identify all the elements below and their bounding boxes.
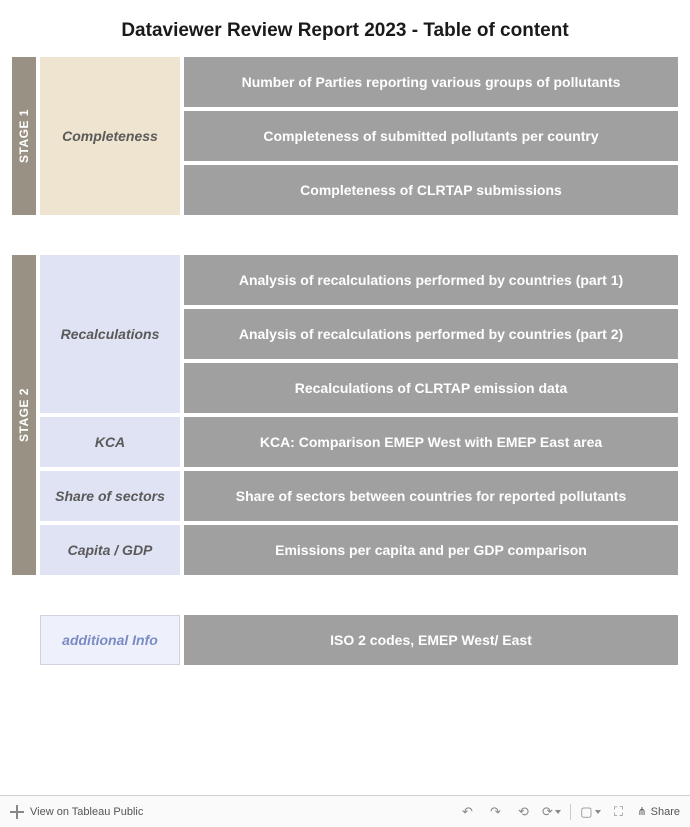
capita-gdp-items: Emissions per capita and per GDP compari… bbox=[184, 525, 678, 575]
share-icon: ⋔ bbox=[637, 805, 646, 818]
toolbar-divider bbox=[570, 804, 571, 820]
stage-2-body: Recalculations Analysis of recalculation… bbox=[40, 255, 678, 575]
toc-item[interactable]: Analysis of recalculations performed by … bbox=[184, 309, 678, 359]
share-of-sectors-items: Share of sectors between countries for r… bbox=[184, 471, 678, 521]
revert-icon[interactable]: ⟲ bbox=[514, 803, 532, 821]
chevron-down-icon bbox=[555, 810, 561, 814]
toc-item[interactable]: Completeness of CLRTAP submissions bbox=[184, 165, 678, 215]
refresh-icon[interactable]: ⟳ bbox=[542, 803, 560, 821]
additional-info-section: additional Info ISO 2 codes, EMEP West/ … bbox=[40, 615, 678, 665]
toc-item[interactable]: Analysis of recalculations performed by … bbox=[184, 255, 678, 305]
view-on-tableau-link[interactable]: View on Tableau Public bbox=[10, 805, 143, 819]
toc-content: STAGE 1 Completeness Number of Parties r… bbox=[0, 57, 690, 665]
category-additional-info: additional Info bbox=[40, 615, 180, 665]
recalculations-items: Analysis of recalculations performed by … bbox=[184, 255, 678, 413]
share-button[interactable]: ⋔ Share bbox=[637, 805, 680, 818]
category-recalculations: Recalculations bbox=[40, 255, 180, 413]
group-capita-gdp: Capita / GDP Emissions per capita and pe… bbox=[40, 525, 678, 575]
stage-2-tab: STAGE 2 bbox=[12, 255, 36, 575]
category-share-of-sectors: Share of sectors bbox=[40, 471, 180, 521]
tableau-toolbar: View on Tableau Public ↶ ↷ ⟲ ⟳ ▢ ⛶ ⋔ Sha… bbox=[0, 795, 690, 827]
category-completeness: Completeness bbox=[40, 57, 180, 215]
kca-items: KCA: Comparison EMEP West with EMEP East… bbox=[184, 417, 678, 467]
stage-1-label: STAGE 1 bbox=[17, 109, 31, 163]
stage-2-label: STAGE 2 bbox=[17, 388, 31, 442]
tableau-logo-icon bbox=[10, 805, 24, 819]
category-kca: KCA bbox=[40, 417, 180, 467]
toc-item[interactable]: Completeness of submitted pollutants per… bbox=[184, 111, 678, 161]
toc-item[interactable]: ISO 2 codes, EMEP West/ East bbox=[184, 615, 678, 665]
toc-item[interactable]: Emissions per capita and per GDP compari… bbox=[184, 525, 678, 575]
toc-item[interactable]: KCA: Comparison EMEP West with EMEP East… bbox=[184, 417, 678, 467]
additional-items: ISO 2 codes, EMEP West/ East bbox=[184, 615, 678, 665]
category-capita-gdp: Capita / GDP bbox=[40, 525, 180, 575]
toc-item[interactable]: Number of Parties reporting various grou… bbox=[184, 57, 678, 107]
chevron-down-icon bbox=[595, 810, 601, 814]
toc-item[interactable]: Share of sectors between countries for r… bbox=[184, 471, 678, 521]
stage-1-tab: STAGE 1 bbox=[12, 57, 36, 215]
stage-1-body: Completeness Number of Parties reporting… bbox=[40, 57, 678, 215]
group-kca: KCA KCA: Comparison EMEP West with EMEP … bbox=[40, 417, 678, 467]
completeness-items: Number of Parties reporting various grou… bbox=[184, 57, 678, 215]
group-share-of-sectors: Share of sectors Share of sectors betwee… bbox=[40, 471, 678, 521]
undo-icon[interactable]: ↶ bbox=[458, 803, 476, 821]
stage-2-section: STAGE 2 Recalculations Analysis of recal… bbox=[12, 255, 678, 575]
view-on-tableau-label: View on Tableau Public bbox=[30, 806, 143, 818]
share-label: Share bbox=[651, 806, 680, 818]
stage-1-section: STAGE 1 Completeness Number of Parties r… bbox=[12, 57, 678, 215]
page-title: Dataviewer Review Report 2023 - Table of… bbox=[0, 0, 690, 57]
redo-icon[interactable]: ↷ bbox=[486, 803, 504, 821]
group-recalculations: Recalculations Analysis of recalculation… bbox=[40, 255, 678, 413]
device-preview-icon[interactable]: ▢ bbox=[581, 803, 599, 821]
group-completeness: Completeness Number of Parties reporting… bbox=[40, 57, 678, 215]
toc-item[interactable]: Recalculations of CLRTAP emission data bbox=[184, 363, 678, 413]
fullscreen-icon[interactable]: ⛶ bbox=[609, 803, 627, 821]
